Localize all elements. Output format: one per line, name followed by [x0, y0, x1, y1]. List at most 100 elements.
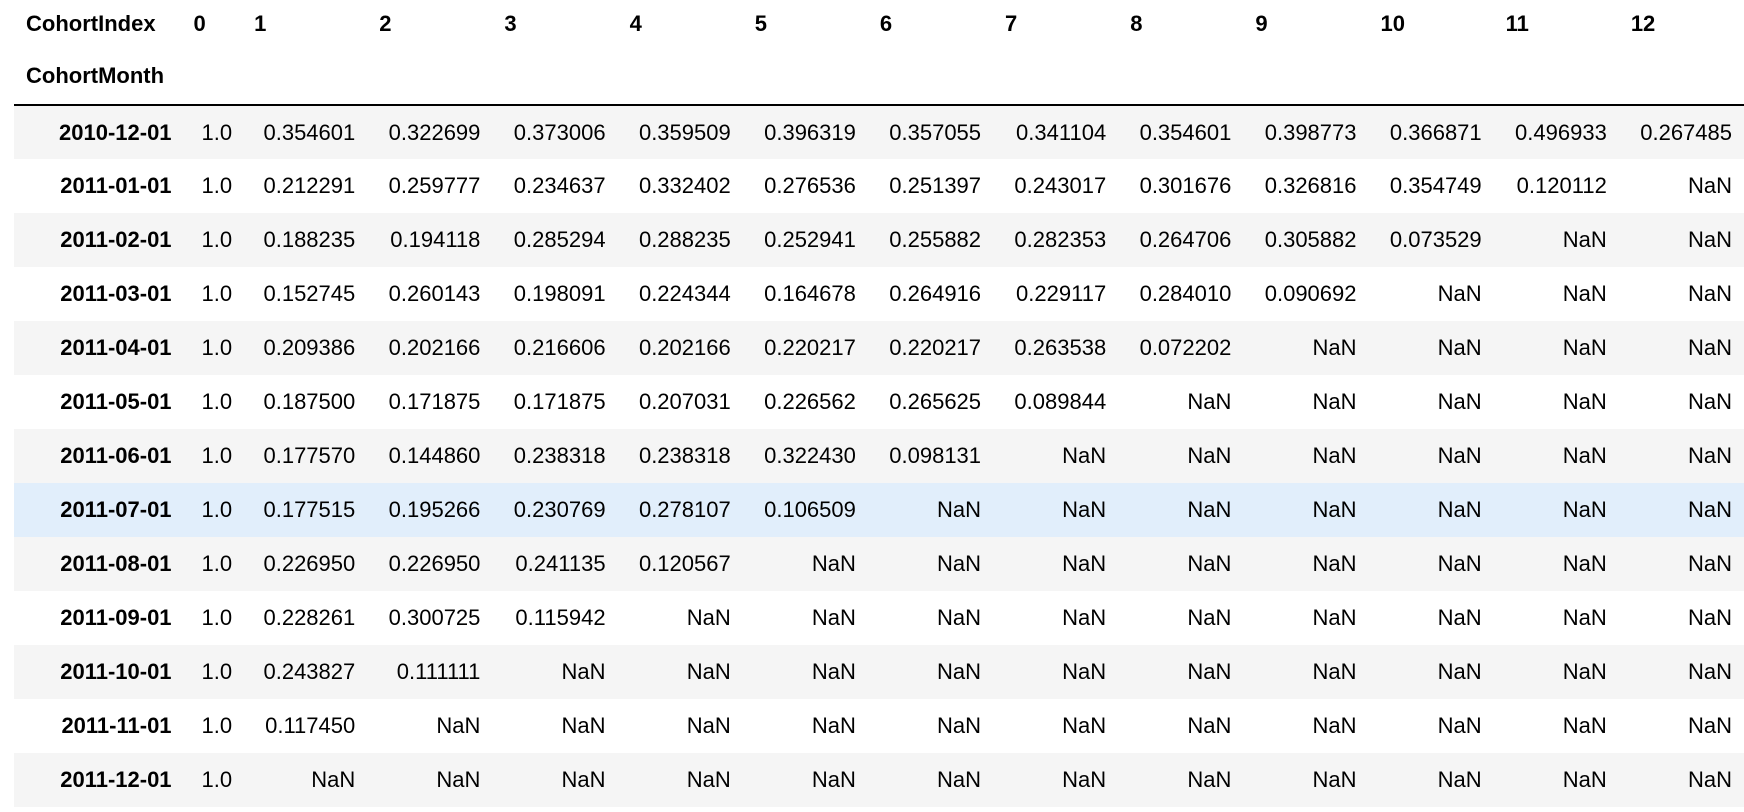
table-cell: 0.276536 [764, 173, 856, 198]
table-cell: NaN [937, 713, 982, 738]
table-cell: 0.177515 [263, 497, 356, 522]
table-cell: 0.252941 [764, 227, 856, 252]
row-index-label: 2011-05-01 [60, 389, 172, 414]
table-cell: 0.398773 [1264, 119, 1357, 145]
table-cell: 0.220217 [764, 335, 856, 360]
table-row: 2011-01-01 1.0 0.212291 0.259777 0.234637 0.3… [14, 159, 1744, 213]
table-cell: NaN [1562, 605, 1607, 630]
table-cell: 0.357055 [889, 119, 982, 145]
table-cell: NaN [1687, 497, 1732, 522]
table-cell: NaN [1437, 389, 1482, 414]
table-cell: 0.259777 [388, 173, 481, 198]
table-cell: 1.0 [201, 605, 233, 630]
table-cell: NaN [1562, 551, 1607, 576]
table-cell: 0.177570 [263, 443, 356, 468]
table-row: 2011-08-01 1.0 0.226950 0.226950 0.241135 0.1… [14, 537, 1744, 591]
table-row: 2011-07-01 1.0 0.177515 0.195266 0.230769 0.2… [14, 483, 1744, 537]
table-cell: NaN [1562, 497, 1607, 522]
table-cell: 0.117450 [265, 713, 356, 738]
table-cell: 0.243017 [1014, 173, 1107, 198]
table-cell: NaN [1687, 659, 1732, 684]
table-cell: NaN [1312, 335, 1357, 360]
table-cell: 0.152745 [263, 281, 356, 306]
table-cell: NaN [561, 767, 606, 792]
table-cell: NaN [1062, 605, 1107, 630]
table-cell: 0.263538 [1014, 335, 1107, 360]
table-cell: 0.238318 [513, 443, 606, 468]
row-index-label: 2011-08-01 [60, 551, 172, 576]
table-cell: NaN [686, 605, 731, 630]
table-cell: 0.278107 [638, 497, 731, 522]
table-cell: 0.496933 [1515, 119, 1607, 145]
table-cell: 0.322699 [388, 119, 481, 145]
table-cell: 0.326816 [1264, 173, 1357, 198]
table-cell: 0.264706 [1139, 227, 1232, 252]
table-row: 2011-12-01 1.0 NaN NaN NaN NaN NaN NaN NaN NaN NaN… [14, 753, 1744, 807]
table-cell: NaN [1437, 281, 1482, 306]
table-cell: 0.260143 [388, 281, 481, 306]
table-cell: NaN [1312, 389, 1357, 414]
table-cell: NaN [937, 551, 982, 576]
table-cell: 0.300725 [388, 605, 481, 630]
table-cell: 0.115942 [515, 605, 606, 630]
table-cell: 0.243827 [263, 659, 356, 684]
table-cell: 0.234637 [513, 173, 606, 198]
table-cell: 1.0 [201, 497, 233, 522]
row-index-label: 2011-03-01 [60, 281, 172, 306]
table-cell: NaN [1687, 227, 1732, 252]
table-cell: 0.354601 [1139, 119, 1232, 145]
table-cell: 0.226950 [388, 551, 481, 576]
table-cell: 1.0 [201, 443, 233, 468]
column-header: 6 [879, 11, 893, 36]
table-cell: NaN [1187, 659, 1232, 684]
table-cell: NaN [1312, 767, 1357, 792]
table-cell: 0.282353 [1014, 227, 1107, 252]
table-cell: NaN [1187, 713, 1232, 738]
table-cell: 0.187500 [263, 389, 356, 414]
table-cell: NaN [1187, 767, 1232, 792]
table-cell: 0.265625 [889, 389, 982, 414]
table-cell: 0.188235 [263, 227, 356, 252]
table-cell: 0.120112 [1516, 173, 1607, 198]
table-cell: NaN [1312, 551, 1357, 576]
table-row: 2011-03-01 1.0 0.152745 0.260143 0.198091 0.2… [14, 267, 1744, 321]
column-header: 9 [1255, 11, 1268, 36]
table-row: 2011-02-01 1.0 0.188235 0.194118 0.285294 0.2… [14, 213, 1744, 267]
column-header: 1 [254, 11, 267, 36]
table-cell: NaN [1062, 659, 1107, 684]
table-cell: 0.216606 [513, 335, 606, 360]
column-header: 10 [1380, 11, 1405, 36]
table-cell: 0.354601 [263, 119, 356, 145]
table-cell: 0.359509 [638, 119, 731, 145]
table-cell: NaN [686, 767, 731, 792]
table-cell: NaN [436, 767, 481, 792]
row-index-label: 2011-07-01 [60, 497, 172, 522]
table-cell: NaN [811, 713, 856, 738]
table-cell: 0.111111 [396, 659, 481, 684]
table-cell: 0.285294 [513, 227, 606, 252]
row-index-label: 2011-02-01 [60, 227, 172, 252]
table-cell: 0.098131 [889, 443, 982, 468]
row-index-label: 2011-04-01 [60, 335, 172, 360]
table-row: 2011-04-01 1.0 0.209386 0.202166 0.216606 0.2… [14, 321, 1744, 375]
table-cell: NaN [1687, 443, 1732, 468]
table-cell: NaN [811, 605, 856, 630]
table-cell: NaN [1562, 227, 1607, 252]
table-cell: NaN [1187, 497, 1232, 522]
table-cell: NaN [1312, 605, 1357, 630]
table-cell: NaN [1437, 767, 1482, 792]
table-cell: 1.0 [201, 335, 233, 360]
table-cell: 0.241135 [515, 551, 606, 576]
table-cell: 0.202166 [388, 335, 481, 360]
table-cell: 0.226950 [263, 551, 356, 576]
table-cell: NaN [436, 713, 481, 738]
table-cell: 1.0 [201, 659, 233, 684]
table-cell: 0.171875 [388, 389, 481, 414]
table-cell: 0.072202 [1139, 335, 1232, 360]
table-cell: NaN [1437, 443, 1482, 468]
table-cell: NaN [1062, 767, 1107, 792]
table-cell: 0.212291 [263, 173, 356, 198]
table-cell: 0.202166 [638, 335, 731, 360]
table-cell: NaN [937, 497, 982, 522]
table-cell: 0.366871 [1389, 119, 1482, 145]
